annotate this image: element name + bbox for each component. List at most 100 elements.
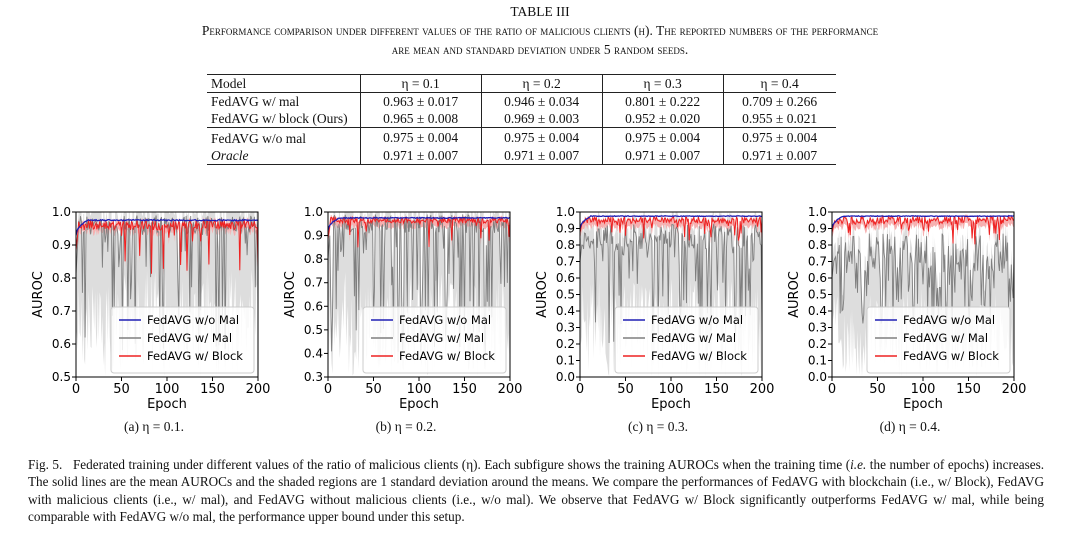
block-std-band — [580, 215, 762, 248]
block-std-band — [328, 215, 510, 254]
table-title: TABLE III — [510, 4, 570, 19]
y-tick-label: 0.0 — [556, 370, 575, 384]
x-tick-label: 150 — [452, 382, 477, 397]
y-tick-label: 0.8 — [52, 271, 71, 285]
y-tick-label: 0.8 — [304, 252, 323, 266]
block-std-band — [832, 214, 1014, 251]
header-eta-0-3: η = 0.3 — [601, 74, 724, 93]
y-tick-label: 0.3 — [808, 321, 827, 335]
table-row: Oracle 0.971 ± 0.007 0.971 ± 0.007 0.971… — [207, 147, 836, 165]
subfigure-b: 0.3 0.4 0.5 0.6 0.7 0.8 0.9 1.0 0 50 100 150 200 Epoc… — [280, 196, 530, 436]
table-row: FedAVG w/ mal 0.963 ± 0.017 0.946 ± 0.03… — [207, 92, 836, 110]
cell-value: 0.963 ± 0.017 — [359, 92, 482, 110]
figure-caption: Fig. 5. Federated training under differe… — [28, 456, 1044, 525]
auroc-chart-a: 0.5 0.6 0.7 0.8 0.9 1.0 0 50 100 150 200 Epoch AUROC… — [31, 205, 270, 412]
auroc-chart-b: 0.3 0.4 0.5 0.6 0.7 0.8 0.9 1.0 0 50 100 150 200 Epoc… — [283, 205, 522, 412]
legend-box — [866, 306, 1011, 374]
cell-value: 0.946 ± 0.034 — [480, 92, 603, 110]
y-tick-label: 0.5 — [808, 288, 827, 302]
series-line-fedavg-wo-mal — [328, 216, 510, 231]
cell-value: 0.971 ± 0.007 — [359, 147, 482, 165]
legend-label: FedAVG w/ Block — [903, 349, 999, 363]
subcaption-b: (b) η = 0.2. — [375, 419, 437, 434]
y-tick-label: 0.5 — [52, 370, 71, 384]
series-line-fedavg-w-block — [580, 215, 762, 241]
x-axis-label: Epoch — [651, 397, 691, 412]
cell-value: 0.975 ± 0.004 — [722, 127, 836, 147]
series-line-fedavg-w-block — [832, 214, 1014, 245]
series-line-fedavg-wo-mal — [580, 215, 762, 229]
legend-label: FedAVG w/ Block — [399, 349, 495, 363]
y-tick-label: 0.6 — [556, 271, 575, 285]
figure-caption-text-2: the number of epochs) increases. The sol… — [28, 457, 1045, 524]
legend-label: FedAVG w/ Block — [651, 349, 747, 363]
y-tick-label: 0.4 — [556, 304, 575, 318]
x-tick-label: 50 — [869, 382, 886, 397]
x-tick-label: 200 — [1002, 382, 1027, 397]
plot-area — [76, 212, 258, 377]
y-tick-label: 0.3 — [556, 321, 575, 335]
x-tick-label: 0 — [324, 382, 332, 397]
legend-label: FedAVG w/ Block — [147, 349, 243, 363]
table-row: FedAVG w/o mal 0.975 ± 0.004 0.975 ± 0.0… — [207, 127, 836, 147]
legend-label: FedAVG w/ Mal — [651, 331, 736, 345]
legend-label: FedAVG w/o Mal — [651, 313, 743, 327]
y-tick-label: 0.5 — [556, 288, 575, 302]
y-tick-label: 0.4 — [304, 346, 323, 360]
cell-value: 0.801 ± 0.222 — [601, 92, 724, 110]
figure-caption-ie: i.e. — [850, 457, 867, 472]
y-tick-label: 0.6 — [808, 271, 827, 285]
series-line-fedavg-w-mal — [580, 223, 762, 344]
cell-value: 0.975 ± 0.004 — [480, 127, 603, 147]
series-line-fedavg-w-block — [328, 215, 510, 248]
row-model: Oracle — [207, 147, 361, 165]
series-line-fedavg-w-mal — [328, 213, 510, 353]
x-tick-label: 100 — [659, 382, 684, 397]
legend-label: FedAVG w/o Mal — [399, 313, 491, 327]
cell-value: 0.969 ± 0.003 — [480, 110, 603, 128]
y-tick-label: 1.0 — [52, 205, 71, 219]
y-tick-label: 0.7 — [556, 255, 575, 269]
cell-value: 0.971 ± 0.007 — [601, 147, 724, 165]
y-tick-label: 0.7 — [808, 255, 827, 269]
cell-value: 0.965 ± 0.008 — [359, 110, 482, 128]
results-table: Model η = 0.1 η = 0.2 η = 0.3 η = 0.4 Fe… — [207, 74, 836, 165]
y-tick-label: 0.9 — [304, 229, 323, 243]
legend-box — [614, 306, 759, 374]
legend-label: FedAVG w/ Mal — [903, 331, 988, 345]
x-tick-label: 0 — [576, 382, 584, 397]
subfigure-d: 0.0 0.1 0.2 0.3 0.4 0.5 0.6 0.7 0.8 0.9 1.0 0 50 100 1… — [784, 196, 1034, 436]
row-model: FedAVG w/ mal — [211, 94, 300, 109]
x-tick-label: 100 — [155, 382, 180, 397]
header-eta-0-2: η = 0.2 — [480, 74, 603, 93]
header-eta-0-1: η = 0.1 — [359, 74, 482, 93]
y-tick-label: 0.2 — [808, 337, 827, 351]
legend-label: FedAVG w/o Mal — [147, 313, 239, 327]
series-line-fedavg-wo-mal — [76, 218, 258, 236]
cell-value: 0.971 ± 0.007 — [480, 147, 603, 165]
y-tick-label: 1.0 — [304, 205, 323, 219]
header-model: Model — [207, 74, 361, 93]
table-header-row: Model η = 0.1 η = 0.2 η = 0.3 η = 0.4 — [207, 74, 836, 93]
y-tick-label: 0.9 — [556, 222, 575, 236]
cell-value: 0.975 ± 0.004 — [601, 127, 724, 147]
legend: FedAVG w/o Mal FedAVG w/ Mal FedAVG w/ Blo… — [614, 306, 759, 374]
subfigure-a: 0.5 0.6 0.7 0.8 0.9 1.0 0 50 100 150 200 Epoch AUROC… — [28, 196, 278, 436]
y-tick-label: 0.9 — [52, 238, 71, 252]
cell-value: 0.709 ± 0.266 — [722, 92, 836, 110]
y-tick-label: 1.0 — [556, 205, 575, 219]
y-tick-label: 0.6 — [304, 299, 323, 313]
legend-label: FedAVG w/ Mal — [399, 331, 484, 345]
legend-box — [110, 306, 255, 374]
row-model: FedAVG w/ block (Ours) — [207, 110, 361, 128]
y-axis-label: AUROC — [787, 271, 802, 318]
x-tick-label: 150 — [200, 382, 225, 397]
x-tick-label: 0 — [828, 382, 836, 397]
x-tick-label: 100 — [407, 382, 432, 397]
cell-value: 0.955 ± 0.021 — [722, 110, 836, 128]
cell-value: 0.971 ± 0.007 — [722, 147, 836, 165]
y-tick-label: 0.8 — [808, 238, 827, 252]
series-line-fedavg-wo-mal — [832, 215, 1014, 229]
y-tick-label: 0.1 — [556, 354, 575, 368]
figure-label: Fig. 5. — [28, 457, 63, 472]
